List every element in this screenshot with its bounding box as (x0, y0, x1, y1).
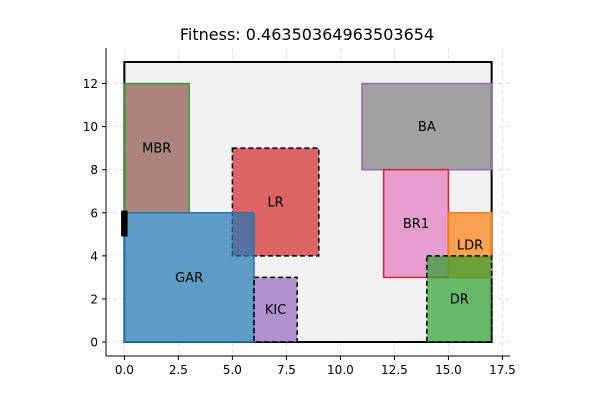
y-tick-label: 2 (90, 292, 98, 306)
room-label-ba: BA (418, 120, 436, 135)
y-tick-label: 10 (83, 120, 98, 134)
y-tick-label: 6 (90, 206, 98, 220)
room-label-kic: KIC (265, 303, 286, 318)
y-tick-label: 12 (83, 77, 98, 91)
chart-title: Fitness: 0.46350364963503654 (180, 25, 434, 44)
rooms (123, 82, 493, 343)
room-kic (253, 276, 298, 343)
x-tick-label: 10.0 (327, 363, 354, 377)
x-tick-label: 2.5 (169, 363, 188, 377)
room-label-dr: DR (450, 292, 469, 307)
room-label-gar: GAR (175, 271, 203, 286)
x-tick-label: 5.0 (223, 363, 242, 377)
room-dr (426, 255, 493, 343)
x-tick-label: 0.0 (115, 363, 134, 377)
room-ba (361, 82, 493, 171)
room-label-mbr: MBR (142, 142, 171, 157)
y-tick-label: 4 (90, 249, 98, 263)
room-label-br1: BR1 (403, 217, 429, 232)
x-tick-label: 7.5 (277, 363, 296, 377)
axes: 0.0 2.5 5.0 7.5 10.0 12.5 15.0 17.5 0 2 4 6 8 10 12 (83, 48, 516, 377)
room-label-lr: LR (267, 196, 283, 211)
room-mbr (123, 82, 190, 214)
x-tick-label: 12.5 (381, 363, 408, 377)
x-tick-label: 15.0 (435, 363, 462, 377)
y-tick-label: 8 (90, 163, 98, 177)
door-marker (121, 210, 128, 237)
room-label-ldr: LDR (457, 239, 483, 254)
x-tick-label: 17.5 (489, 363, 516, 377)
room-labels: MBR BA LR BR1 LDR GAR KIC DR (142, 120, 483, 318)
y-tick-label: 0 (90, 336, 98, 350)
door-marker (121, 210, 128, 237)
